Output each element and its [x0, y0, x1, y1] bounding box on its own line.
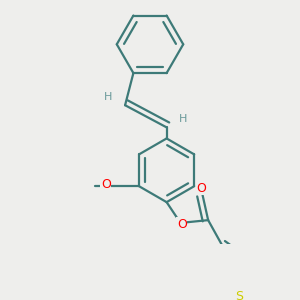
Text: O: O: [101, 178, 111, 191]
Text: methoxy: methoxy: [88, 174, 149, 188]
Text: H: H: [179, 114, 188, 124]
Text: H: H: [104, 92, 113, 102]
Text: S: S: [236, 290, 243, 300]
Text: O: O: [177, 218, 187, 231]
Text: O: O: [196, 182, 206, 195]
